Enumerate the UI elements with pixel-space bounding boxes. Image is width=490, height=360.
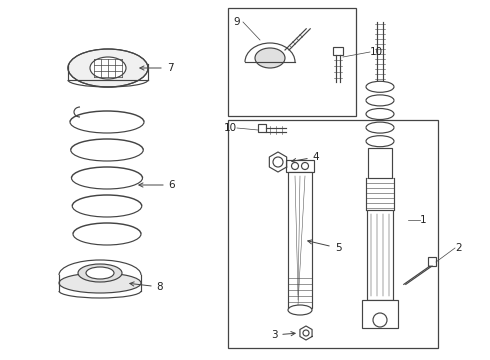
Bar	[228, 120, 438, 348]
Circle shape	[273, 157, 283, 167]
Text: 1: 1	[420, 215, 427, 225]
Text: 7: 7	[140, 63, 173, 73]
Text: 4: 4	[292, 152, 319, 163]
Ellipse shape	[255, 48, 285, 68]
Text: 8: 8	[130, 282, 163, 292]
Bar	[288, 172, 312, 308]
Bar	[367, 210, 393, 300]
Ellipse shape	[288, 305, 312, 315]
Circle shape	[303, 330, 309, 336]
Bar	[368, 148, 392, 178]
Text: 2: 2	[455, 243, 462, 253]
Circle shape	[301, 162, 309, 170]
Bar	[228, 8, 356, 116]
Bar	[333, 47, 343, 55]
Circle shape	[373, 313, 387, 327]
Ellipse shape	[90, 57, 126, 79]
Text: 10: 10	[370, 47, 383, 57]
Ellipse shape	[68, 49, 148, 87]
Text: 6: 6	[139, 180, 175, 190]
Bar	[428, 257, 436, 266]
Text: 10: 10	[224, 123, 237, 133]
Ellipse shape	[59, 273, 141, 293]
Bar	[286, 160, 314, 172]
Bar	[258, 124, 266, 132]
Text: 9: 9	[233, 17, 240, 27]
Ellipse shape	[78, 264, 122, 282]
Text: 3: 3	[270, 330, 295, 340]
Circle shape	[292, 162, 298, 170]
Ellipse shape	[86, 267, 114, 279]
Bar	[362, 300, 398, 328]
Text: 5: 5	[308, 240, 342, 253]
